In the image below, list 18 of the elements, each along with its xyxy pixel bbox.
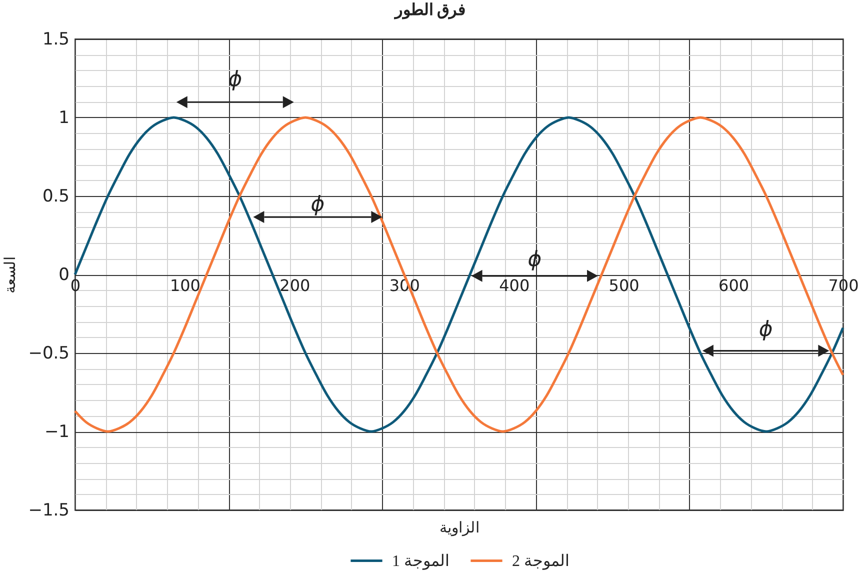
annotation: ϕ bbox=[310, 192, 325, 216]
chart-title: فرق الطور bbox=[394, 2, 466, 20]
y-tick-label: −0.5 bbox=[28, 344, 70, 364]
y-tick-label: 1 bbox=[58, 108, 70, 128]
x-axis-title: الزاوية bbox=[440, 520, 480, 536]
y-tick-label: 0.5 bbox=[42, 186, 70, 206]
x-tick-label: 600 bbox=[718, 276, 750, 295]
x-tick-label: 100 bbox=[170, 276, 200, 295]
y-axis-title: السعة bbox=[3, 256, 20, 294]
x-tick-label: 200 bbox=[280, 276, 310, 295]
legend-label: الموجة 1 bbox=[392, 552, 449, 570]
y-tick-label: −1 bbox=[44, 422, 70, 442]
y-tick-label: −1.5 bbox=[28, 500, 70, 520]
x-tick-label: 400 bbox=[499, 276, 530, 295]
x-tick-label: 500 bbox=[608, 276, 640, 295]
legend-label: الموجة 2 bbox=[512, 552, 569, 570]
annotation: ϕ bbox=[758, 317, 773, 342]
y-tick-label: 1.5 bbox=[42, 30, 70, 50]
